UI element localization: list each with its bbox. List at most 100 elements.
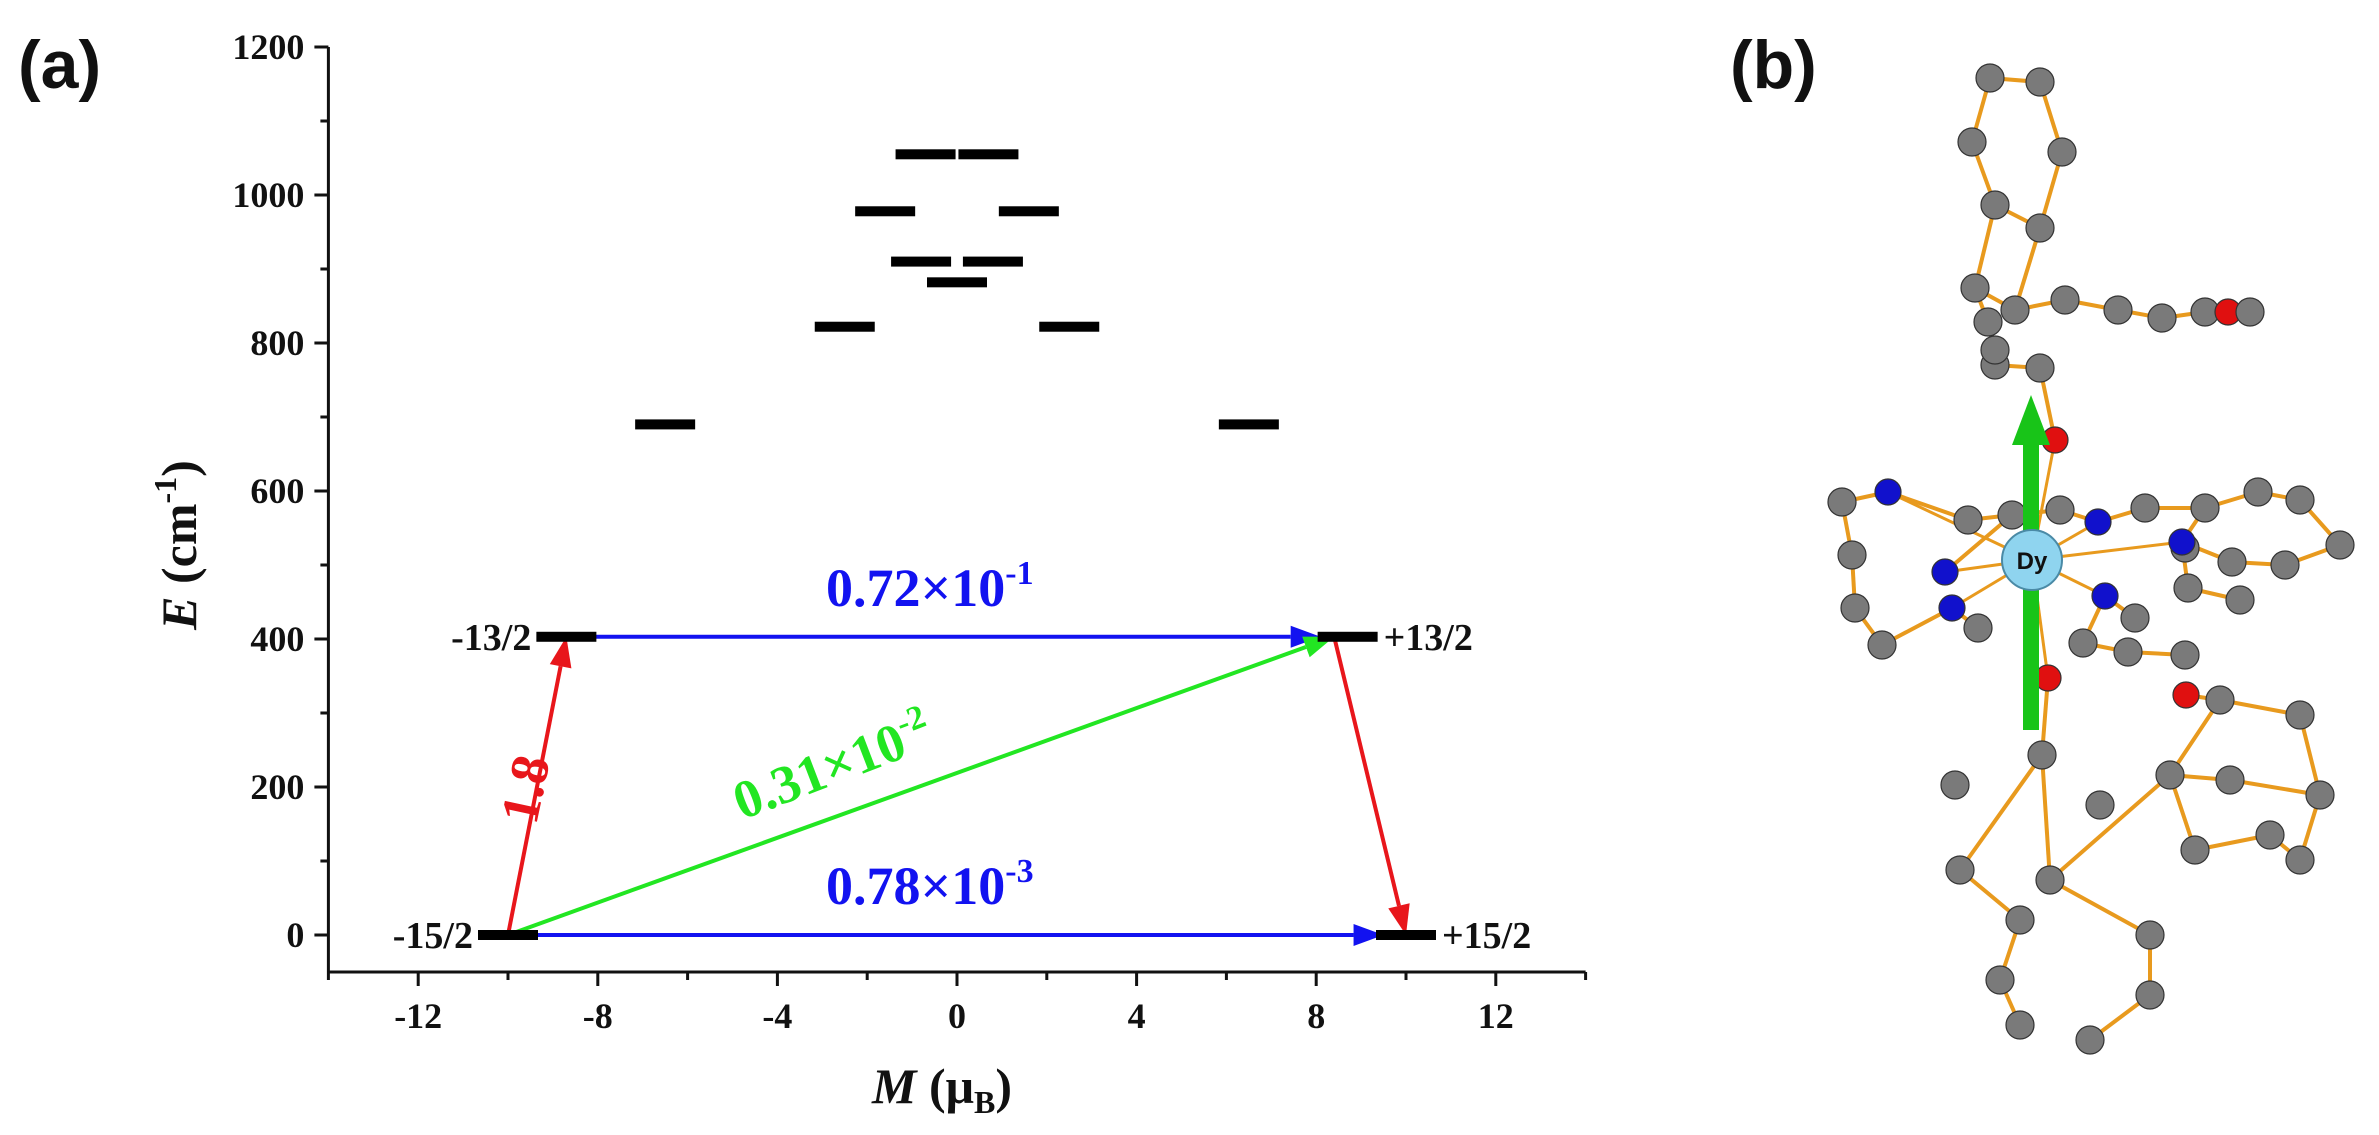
state-labels: -15/2 +15/2 -13/2 +13/2 <box>393 617 1531 957</box>
x-axis-unit: μ <box>946 1058 974 1114</box>
carbon-atom <box>2045 495 2075 525</box>
carbon-atom <box>2005 905 2035 935</box>
y-axis-unit: cm <box>151 503 207 567</box>
carbon-atom <box>2147 303 2177 333</box>
energy-level-bar <box>1376 930 1436 940</box>
bonds <box>1840 76 2342 1042</box>
carbon-atom <box>1953 505 1983 535</box>
transition-arrow-head <box>1388 903 1410 935</box>
carbon-atom <box>2047 137 2077 167</box>
transition-arrow-line <box>1332 636 1401 907</box>
rate-label-green: 0.31×10-2 <box>724 698 940 831</box>
carbon-atom <box>2270 550 2300 580</box>
energy-level-bar <box>635 419 696 430</box>
transition-arrow-head <box>549 636 572 669</box>
transition-arrow-head <box>1353 924 1384 946</box>
carbon-atom <box>2075 1025 2105 1055</box>
x-tick-label: -8 <box>583 996 613 1036</box>
y-axis-unit-sup: -1 <box>147 477 183 504</box>
rate-label-red: 1.8 <box>489 750 562 828</box>
axis-arrow-head <box>2012 395 2050 445</box>
carbon-atom <box>2000 295 2030 325</box>
nitrogen-atom <box>1931 558 1959 586</box>
transition-arrow-line <box>506 665 563 936</box>
carbon-atom <box>2120 603 2150 633</box>
carbon-atom <box>2217 547 2247 577</box>
carbon-atom <box>2285 845 2315 875</box>
carbon-atom <box>2085 790 2115 820</box>
carbon-atom <box>1975 63 2005 93</box>
y-axis-title: E (cm-1) <box>147 460 207 631</box>
carbon-atom <box>1997 500 2027 530</box>
carbon-atom <box>2285 700 2315 730</box>
carbon-atom <box>2243 477 2273 507</box>
state-label: +13/2 <box>1384 617 1473 659</box>
y-tick-label: 600 <box>250 471 304 511</box>
transition-arrows <box>506 625 1410 946</box>
carbon-atom <box>2215 765 2245 795</box>
energy-level-bar <box>478 930 538 940</box>
bond <box>2040 754 2052 881</box>
bond <box>1943 513 2014 574</box>
energy-level-chart: 0 200 400 600 800 1000 1200 -12 -8 -4 0 4 8 12 -15/2… <box>147 27 1588 1120</box>
nitrogen-atom <box>1874 478 1902 506</box>
bond <box>2229 778 2321 797</box>
carbon-atom <box>2170 640 2200 670</box>
energy-level-bar <box>958 149 1019 160</box>
carbon-atom <box>1940 770 1970 800</box>
dy-atom: Dy <box>2001 529 2063 591</box>
carbon-atom <box>2173 573 2203 603</box>
energy-level-bar <box>895 149 956 160</box>
x-tick-label: 0 <box>948 996 966 1036</box>
carbon-atom <box>2135 920 2165 950</box>
carbon-atom <box>1963 613 1993 643</box>
x-tick-label: 8 <box>1307 996 1325 1036</box>
carbon-atom <box>2025 353 2055 383</box>
transition-arrow-line <box>507 645 1307 937</box>
nitrogen-atom <box>2084 508 2112 536</box>
carbon-atom <box>2103 295 2133 325</box>
nitrogen-atom <box>2091 582 2119 610</box>
y-axis-title-group: E (cm-1) <box>147 460 207 631</box>
carbon-atom <box>1945 855 1975 885</box>
x-axis-unit-sub: B <box>974 1084 995 1120</box>
carbon-atom <box>2025 213 2055 243</box>
x-tick-label: 4 <box>1128 996 1146 1036</box>
carbon-atom <box>2180 835 2210 865</box>
carbon-atom <box>1837 540 1867 570</box>
dy-label: Dy <box>2017 548 2048 575</box>
carbon-atom <box>2113 637 2143 667</box>
carbon-atom <box>2155 760 2185 790</box>
energy-level-bar <box>814 321 875 332</box>
y-ticks: 0 200 400 600 800 1000 1200 <box>232 27 329 955</box>
state-label: -13/2 <box>451 617 531 659</box>
carbon-atom <box>1980 335 2010 365</box>
carbon-atom <box>2225 585 2255 615</box>
carbon-atom <box>1985 965 2015 995</box>
energy-level-bar <box>998 206 1059 217</box>
bond <box>2168 698 2222 777</box>
y-tick-label: 0 <box>286 915 304 955</box>
y-tick-label: 1200 <box>232 27 304 67</box>
x-ticks: -12 -8 -4 0 4 8 12 <box>326 972 1588 1036</box>
energy-level-bar <box>536 631 597 642</box>
carbon-atom <box>1960 273 1990 303</box>
carbon-atom <box>1840 593 1870 623</box>
dy-sphere <box>2001 529 2063 591</box>
x-tick-label: -4 <box>762 996 792 1036</box>
y-tick-label: 800 <box>250 323 304 363</box>
carbon-atom <box>2068 628 2098 658</box>
x-axis-title: M (μB) <box>871 1058 1012 1120</box>
energy-level-bar <box>1039 321 1100 332</box>
carbon-atom <box>2135 980 2165 1010</box>
y-tick-label: 400 <box>250 619 304 659</box>
x-tick-label: 12 <box>1478 996 1514 1036</box>
energy-level-bar <box>1317 631 1378 642</box>
x-axis-italic: M <box>871 1058 918 1114</box>
carbon-atom <box>2035 865 2065 895</box>
carbon-atom <box>1973 307 2003 337</box>
nitrogen-atom <box>2168 528 2196 556</box>
nitrogen-atom <box>1938 594 1966 622</box>
energy-level-bar <box>962 256 1023 267</box>
